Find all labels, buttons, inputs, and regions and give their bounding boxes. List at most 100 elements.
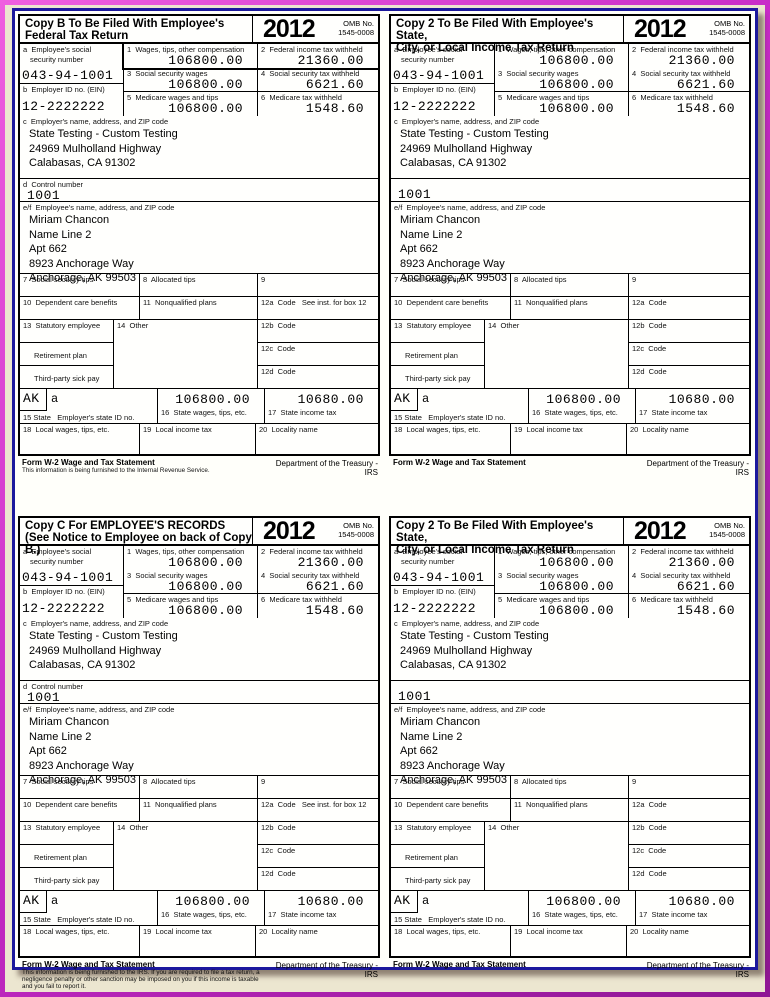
control-number-value: 1001 <box>398 689 432 704</box>
box-1-value: 106800.00 <box>539 53 614 68</box>
employee-name: Miriam Chancon <box>400 716 481 728</box>
box-17-label: 17 State income tax <box>268 910 337 919</box>
employer-name: State Testing - Custom Testing <box>29 128 178 140</box>
box-6-value: 1548.60 <box>676 603 735 618</box>
footer-note: This information is being furnished to t… <box>22 467 210 474</box>
row-box3-box4: 3 Social security wages 106800.00 4 Soci… <box>124 68 378 92</box>
footer-left: Form W-2 Wage and Tax Statement <box>393 458 636 477</box>
employer-street: 24969 Mulholland Highway <box>29 142 162 155</box>
box-4-label: 4 Social security tax withheld <box>261 69 360 78</box>
footer-left: Form W-2 Wage and Tax Statement <box>393 960 636 979</box>
form-name: Form W-2 Wage and Tax Statement <box>393 960 526 969</box>
state-id-value: a <box>51 392 59 406</box>
box-12c-label: 12c Code <box>261 846 296 855</box>
footer-left: Form W-2 Wage and Tax Statement This inf… <box>22 960 265 991</box>
row-13-14-12bcd: 13 Statutory employee Retirement plan Th… <box>391 320 749 389</box>
row-10-11-12a: 10 Dependent care benefits 11 Nonqualifi… <box>20 799 378 822</box>
box-a-label-1: a Employee's social <box>394 547 463 556</box>
omb-value: 1545-0008 <box>709 28 745 37</box>
third-party-sick-pay-label: Third-party sick pay <box>405 876 471 885</box>
control-number-value: 1001 <box>27 690 61 705</box>
box-c-label: c Employer's name, address, and ZIP code <box>394 117 540 126</box>
employer-city: Calabasas, CA 91302 <box>29 659 136 671</box>
third-party-sick-pay-label: Third-party sick pay <box>34 374 100 383</box>
box-11: 11 Nonqualified plans <box>140 799 258 821</box>
box-17-value: 10680.00 <box>668 392 735 407</box>
box-ef-label: e/f Employee's name, address, and ZIP co… <box>394 203 546 212</box>
left-id-column: a Employee's social security number 043-… <box>391 44 495 116</box>
box-20: 20 Locality name <box>627 926 749 956</box>
box-8-label: 8 Allocated tips <box>514 275 567 284</box>
form-header: Copy C For EMPLOYEE'S RECORDS (See Notic… <box>20 518 378 556</box>
box-15: AK a 15 State Employer's state ID no. <box>391 389 529 423</box>
box-12b-label: 12b Code <box>632 321 667 330</box>
box-5-value: 106800.00 <box>168 603 243 618</box>
form-name: Form W-2 Wage and Tax Statement <box>22 458 155 467</box>
copy-title: Copy 2 To Be Filed With Employee's State… <box>391 518 624 556</box>
omb-number: OMB No. 1545-0008 <box>709 518 749 539</box>
employer-name: State Testing - Custom Testing <box>29 630 178 642</box>
box-a-label-2: security number <box>30 557 84 566</box>
box-9-label: 9 <box>261 275 266 284</box>
box-ef-label: e/f Employee's name, address, and ZIP co… <box>23 705 175 714</box>
box-6: 6 Medicare tax withheld 1548.60 <box>258 594 378 618</box>
box-16-value: 106800.00 <box>175 392 250 407</box>
box-18-label: 18 Local wages, tips, etc. <box>394 425 481 434</box>
header-right: 2012 OMB No. 1545-0008 <box>253 16 378 42</box>
row-13-14-12bcd: 13 Statutory employee Retirement plan Th… <box>20 320 378 389</box>
row-box1-box2: 1 Wages, tips, other compensation 106800… <box>122 42 380 70</box>
box-6-label: 6 Medicare tax withheld <box>261 595 342 604</box>
employee-city: Anchorage, AK 99503 <box>400 774 508 786</box>
row-box3-box4: 3 Social security wages 106800.00 4 Soci… <box>495 570 749 594</box>
treasury-label: Department of the Treasury - IRS <box>275 961 378 979</box>
box-2: 2 Federal income tax withheld 21360.00 <box>629 546 749 570</box>
box-9-label: 9 <box>261 777 266 786</box>
box-13-label: 13 Statutory employee <box>394 321 472 330</box>
boxes-a-to-6: a Employee's social security number 043-… <box>20 42 380 116</box>
boxes-a-to-6: a Employee's social security number 043-… <box>391 44 749 116</box>
box-ef-employee: e/f Employee's name, address, and ZIP co… <box>20 704 378 786</box>
ssn-value: 043-94-1001 <box>393 68 485 83</box>
box-17-label: 17 State income tax <box>268 408 337 417</box>
wage-boxes: 1 Wages, tips, other compensation 106800… <box>124 546 378 618</box>
box-3-label: 3 Social security wages <box>498 571 579 580</box>
box-d-label: d Control number <box>23 682 84 691</box>
employee-apt: Apt 662 <box>29 243 67 255</box>
row-15-16-17: AK a 15 State Employer's state ID no. 10… <box>20 891 378 926</box>
box-4-value: 6621.60 <box>305 579 364 594</box>
box-6: 6 Medicare tax withheld 1548.60 <box>629 594 749 618</box>
box-7: 7 Social security tips <box>20 274 140 296</box>
box-4: 4 Social security tax withheld 6621.60 <box>629 570 749 594</box>
form-name: Form W-2 Wage and Tax Statement <box>22 960 155 969</box>
box-9: 9 <box>258 776 378 798</box>
ein-value: 12-2222222 <box>22 601 106 616</box>
box-12a-label: 12a Code See inst. for box 12 <box>261 298 367 307</box>
box-b-ein: b Employer ID no. (EIN) 12-2222222 <box>391 84 494 115</box>
box-7-label: 7 Social security tips <box>23 777 94 786</box>
box-16-label: 16 State wages, tips, etc. <box>532 408 618 417</box>
box-5: 5 Medicare wages and tips 106800.00 <box>495 594 629 618</box>
box-5: 5 Medicare wages and tips 106800.00 <box>495 92 629 116</box>
row-box1-box2: 1 Wages, tips, other compensation 106800… <box>495 546 749 570</box>
boxes-1-2-wrap: 1 Wages, tips, other compensation 106800… <box>495 44 749 68</box>
row-box1-box2: 1 Wages, tips, other compensation 106800… <box>495 44 749 68</box>
copy-title-line2: City, or Local Income Tax Return <box>396 42 574 54</box>
box-12b: 12b Code <box>258 320 378 343</box>
box-d-label <box>391 681 749 690</box>
box-17-value: 10680.00 <box>297 894 364 909</box>
employee-name: Miriam Chancon <box>29 716 110 728</box>
box-19: 19 Local income tax <box>511 424 627 454</box>
box-1-label: 1 Wages, tips, other compensation <box>498 45 616 54</box>
box-13-sickpay: Third-party sick pay <box>391 366 484 388</box>
box-3-label: 3 Social security wages <box>127 571 208 580</box>
box-6: 6 Medicare tax withheld 1548.60 <box>258 92 378 116</box>
box-ef-employee: e/f Employee's name, address, and ZIP co… <box>20 202 378 284</box>
box-10: 10 Dependent care benefits <box>20 799 140 821</box>
row-10-11-12a: 10 Dependent care benefits 11 Nonqualifi… <box>391 799 749 822</box>
box-2-label: 2 Federal income tax withheld <box>261 547 363 556</box>
box-8: 8 Allocated tips <box>511 776 629 798</box>
box-d-label <box>391 179 749 188</box>
box-10-label: 10 Dependent care benefits <box>23 800 118 809</box>
box-6-value: 1548.60 <box>676 101 735 116</box>
box-12a: 12a Code See inst. for box 12 <box>258 297 378 319</box>
